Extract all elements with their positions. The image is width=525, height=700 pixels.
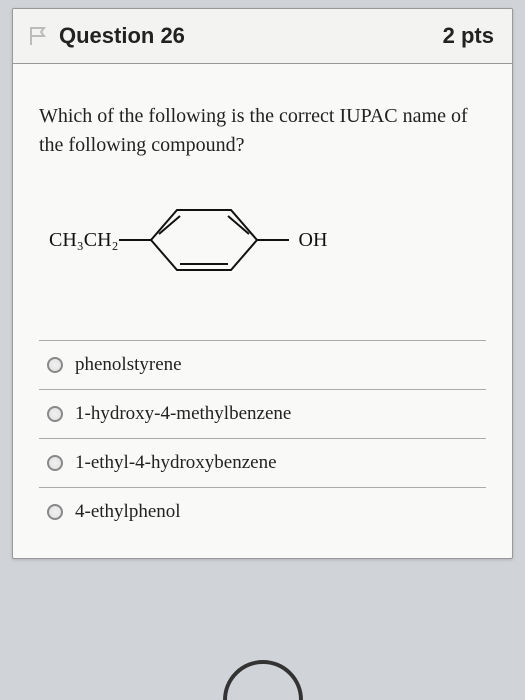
radio-icon[interactable] bbox=[47, 455, 63, 471]
question-title: Question 26 bbox=[59, 23, 185, 49]
right-substituent: OH bbox=[299, 229, 328, 252]
chemical-structure: CH₃CH₂ OH bbox=[39, 190, 486, 290]
home-indicator-icon bbox=[223, 660, 303, 700]
structure-row: CH₃CH₂ OH bbox=[49, 195, 327, 285]
option-label: 1-hydroxy-4-methylbenzene bbox=[75, 403, 291, 425]
left-substituent: CH₃CH₂ bbox=[49, 229, 119, 252]
option-a[interactable]: phenolstyrene bbox=[39, 341, 486, 390]
option-c[interactable]: 1-ethyl-4-hydroxybenzene bbox=[39, 439, 486, 488]
option-label: 1-ethyl-4-hydroxybenzene bbox=[75, 452, 277, 474]
option-b[interactable]: 1-hydroxy-4-methylbenzene bbox=[39, 390, 486, 439]
header-left: Question 26 bbox=[27, 23, 185, 49]
card-header: Question 26 2 pts bbox=[13, 9, 512, 64]
question-card: Question 26 2 pts Which of the following… bbox=[12, 8, 513, 559]
option-d[interactable]: 4-ethylphenol bbox=[39, 488, 486, 536]
radio-icon[interactable] bbox=[47, 406, 63, 422]
benzene-ring bbox=[119, 195, 299, 285]
radio-icon[interactable] bbox=[47, 504, 63, 520]
radio-icon[interactable] bbox=[47, 357, 63, 373]
options-list: phenolstyrene 1-hydroxy-4-methylbenzene … bbox=[39, 340, 486, 536]
card-body: Which of the following is the correct IU… bbox=[13, 64, 512, 558]
option-label: 4-ethylphenol bbox=[75, 501, 181, 523]
question-prompt: Which of the following is the correct IU… bbox=[39, 102, 486, 160]
option-label: phenolstyrene bbox=[75, 354, 182, 376]
flag-icon[interactable] bbox=[27, 25, 49, 47]
points-label: 2 pts bbox=[443, 23, 494, 49]
